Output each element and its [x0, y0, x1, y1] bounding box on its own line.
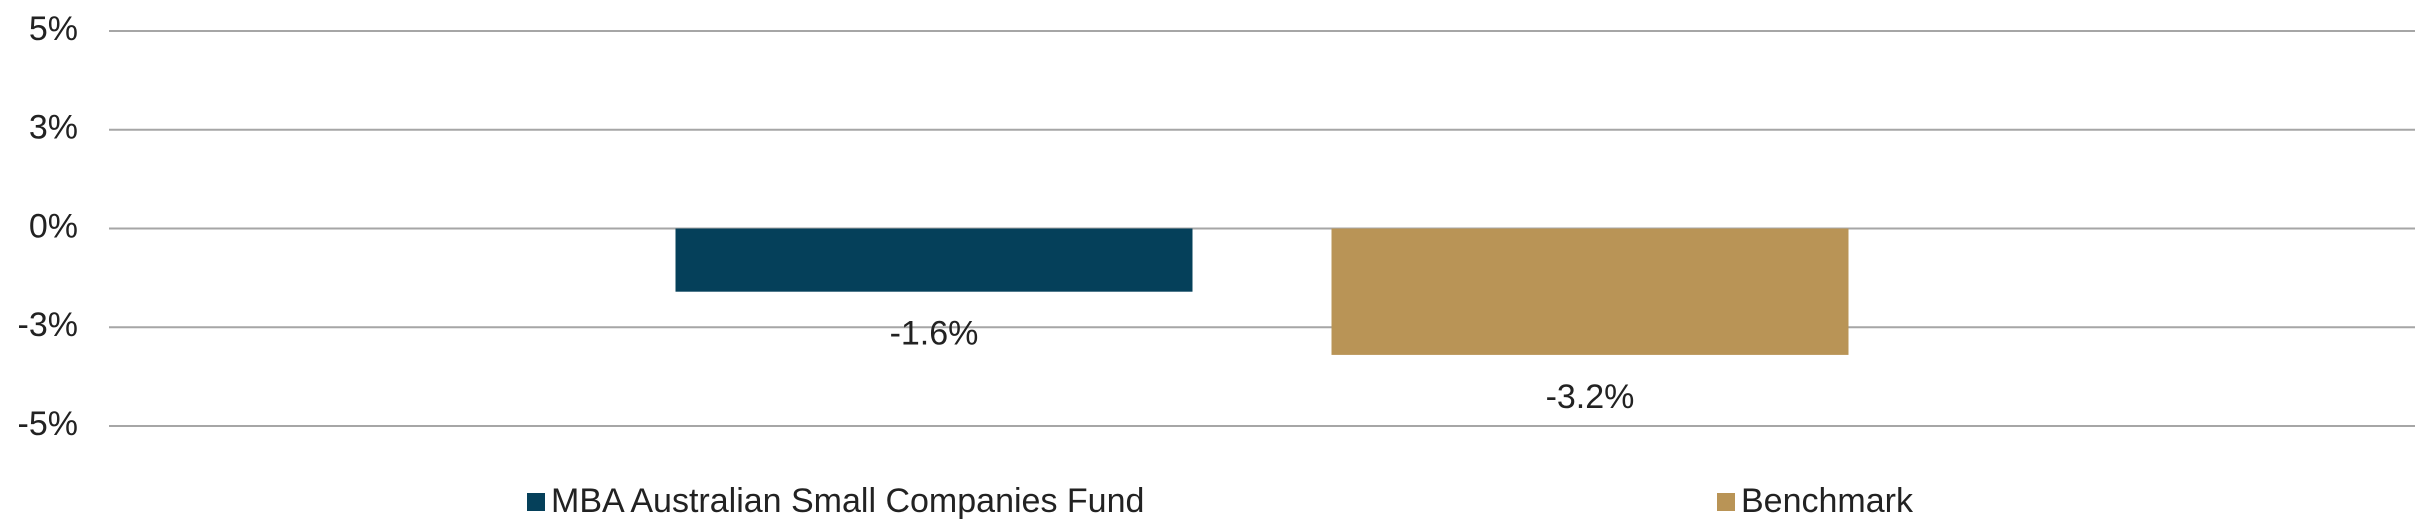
legend-label: MBA Australian Small Companies Fund	[551, 482, 1144, 520]
y-tick-label: 5%	[29, 10, 78, 48]
y-tick-label: 3%	[29, 109, 78, 147]
bar	[675, 228, 1193, 292]
legend-swatch	[527, 493, 545, 511]
y-tick-label: 0%	[29, 207, 78, 245]
data-label: -3.2%	[1546, 378, 1635, 416]
y-tick-label: -3%	[18, 306, 78, 344]
legend-swatch	[1717, 493, 1735, 511]
legend-label: Benchmark	[1741, 482, 1914, 520]
bar	[1331, 228, 1849, 355]
data-label: -1.6%	[890, 315, 979, 353]
y-tick-label: -5%	[18, 405, 78, 443]
